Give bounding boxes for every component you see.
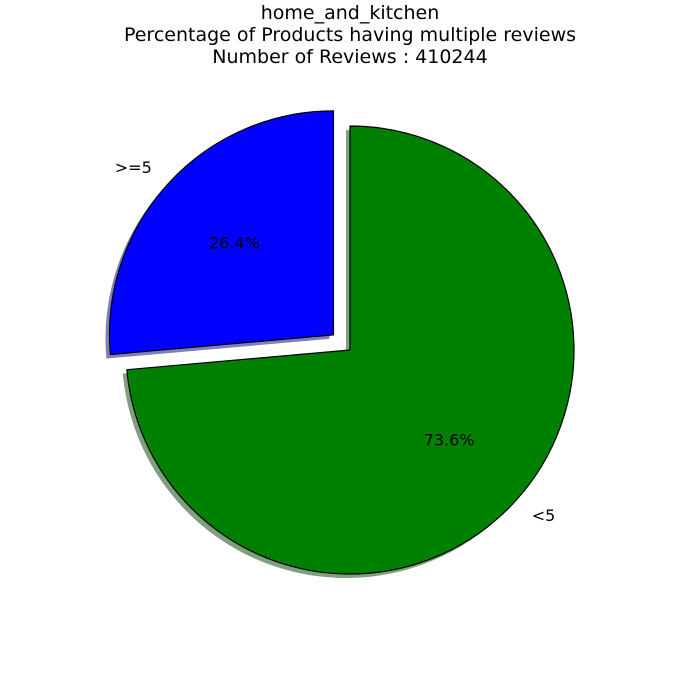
- pie-slices: [108, 110, 575, 575]
- chart-title-block: home_and_kitchen Percentage of Products …: [0, 2, 700, 68]
- chart-title: home_and_kitchen: [260, 2, 440, 24]
- chart-subtitle: Percentage of Products having multiple r…: [123, 24, 577, 46]
- slice-1-label: <5: [532, 506, 556, 525]
- chart-review-count: Number of Reviews : 410244: [212, 46, 488, 68]
- slice-0: [108, 110, 335, 356]
- slice-0-percent-label: 26.4%: [209, 234, 260, 253]
- slice-0-label: >=5: [115, 158, 152, 177]
- slice-1: [126, 125, 575, 575]
- slice-1-percent-label: 73.6%: [424, 430, 475, 449]
- pie-labels: >=5 26.4% <5 73.6%: [115, 158, 556, 525]
